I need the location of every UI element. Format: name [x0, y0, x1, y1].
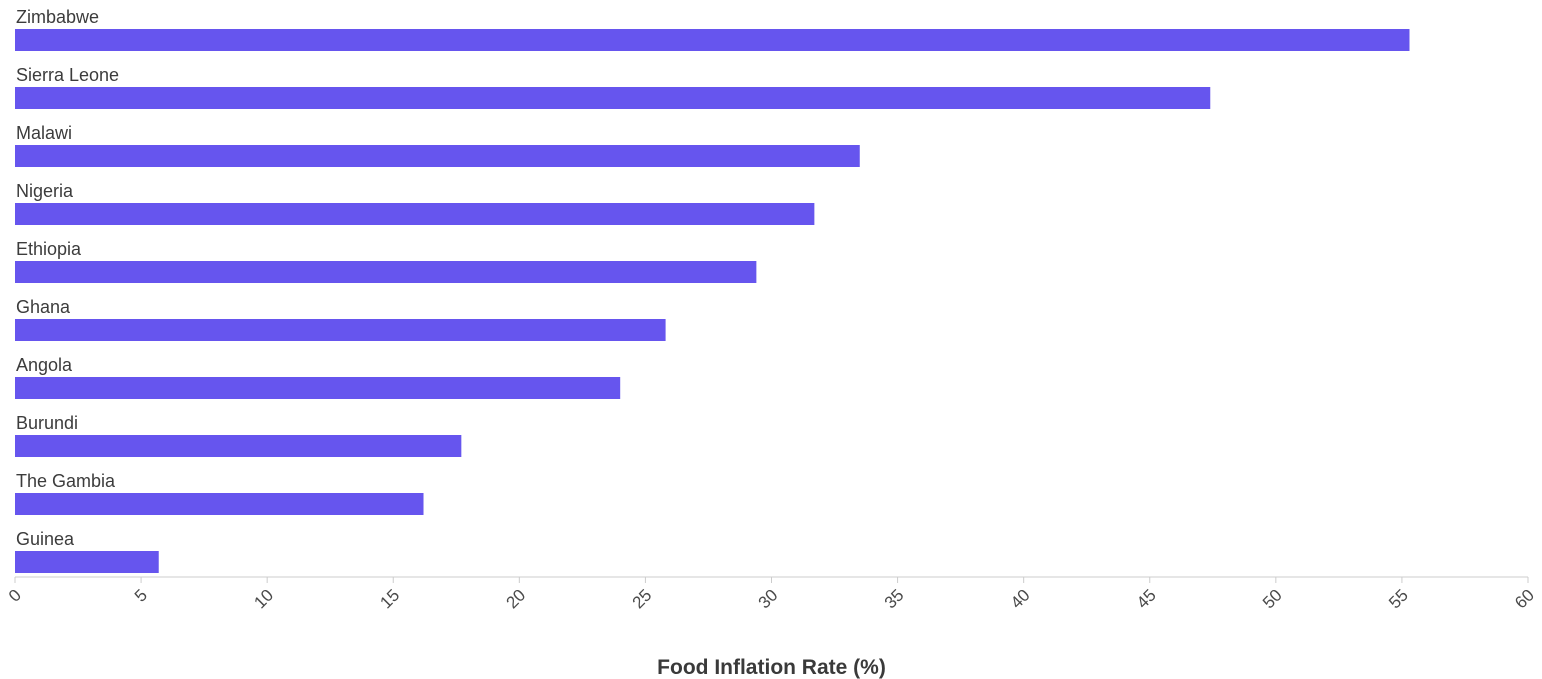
x-tick-label: 40 [1007, 586, 1034, 613]
x-tick-label: 20 [503, 586, 530, 613]
category-label: Sierra Leone [16, 65, 119, 85]
category-labels-layer: Zimbabwe Sierra Leone Malawi Nigeria Ethiopi… [16, 7, 119, 549]
x-tick-label: 0 [5, 586, 25, 606]
category-label: Malawi [16, 123, 72, 143]
category-label: Zimbabwe [16, 7, 99, 27]
x-tick-label: 50 [1259, 586, 1286, 613]
x-tick-label: 25 [629, 586, 656, 613]
category-label: Ethiopia [16, 239, 82, 259]
x-axis-ticks-layer: 0 5 10 15 20 25 30 35 40 45 50 55 60 [5, 577, 1538, 612]
bar [15, 203, 815, 225]
bar [15, 435, 462, 457]
bar [15, 261, 757, 283]
x-tick-label: 30 [755, 586, 782, 613]
bar [15, 377, 621, 399]
x-tick-label: 5 [131, 586, 151, 606]
x-axis-title: Food Inflation Rate (%) [657, 656, 886, 679]
x-tick-label: 55 [1385, 586, 1412, 613]
category-label: The Gambia [16, 471, 116, 491]
x-tick-label: 15 [376, 586, 403, 613]
category-label: Nigeria [16, 181, 74, 201]
bar [15, 145, 860, 167]
category-label: Ghana [16, 297, 71, 317]
bars-layer [15, 29, 1410, 573]
category-label: Burundi [16, 413, 78, 433]
bar [15, 493, 424, 515]
bar [15, 319, 666, 341]
bar [15, 87, 1211, 109]
x-tick-label: 45 [1133, 586, 1160, 613]
category-label: Guinea [16, 529, 75, 549]
x-tick-label: 60 [1511, 586, 1538, 613]
category-label: Angola [16, 355, 73, 375]
bar [15, 29, 1410, 51]
x-tick-label: 35 [881, 586, 908, 613]
bar [15, 551, 159, 573]
x-tick-label: 10 [250, 586, 277, 613]
